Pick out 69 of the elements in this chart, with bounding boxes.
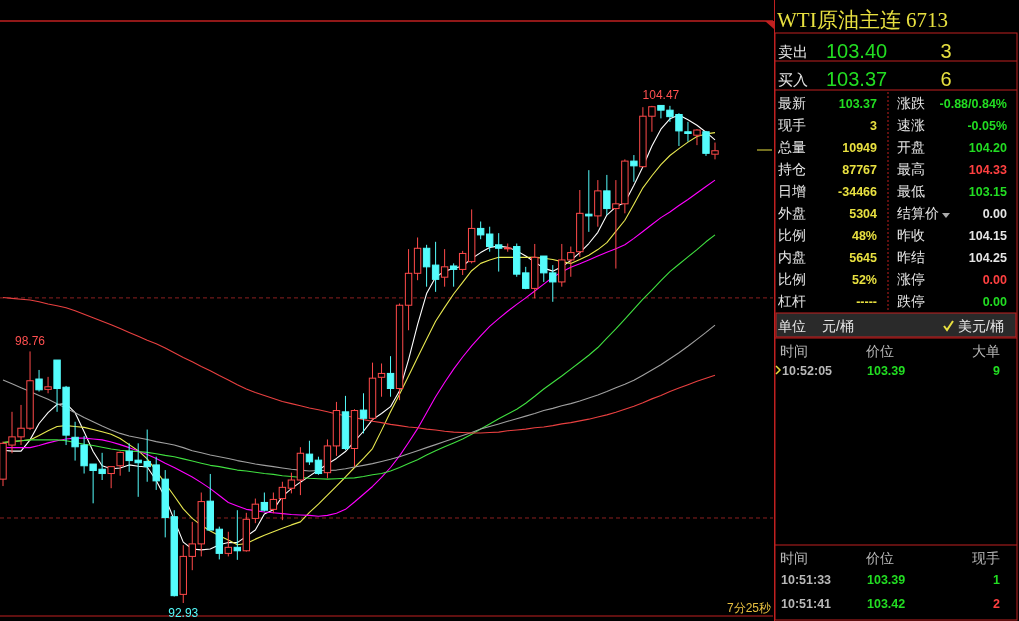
text: 0.00 [982,273,1008,287]
text: 元/桶 [822,318,854,334]
text: 103.40 [826,40,888,62]
text: -34466 [838,185,878,199]
text: 现手 [972,550,1000,566]
text: 103.15 [968,185,1008,199]
text: 104.33 [968,163,1008,177]
text: 87767 [842,163,878,177]
text: 买入 [778,71,808,88]
text: 卖出 [778,43,808,60]
text: 开盘 [897,139,925,155]
text: 总量 [777,139,806,155]
text: 0.00 [982,207,1008,221]
text: 6 [940,68,952,90]
text: -0.05% [967,119,1007,133]
text: 3 [870,119,878,133]
text: 最新 [778,95,806,111]
text: 持仓 [778,161,806,177]
text: 7分25秒 [726,601,771,615]
text: 10949 [842,141,878,155]
text: 103.42 [867,597,906,611]
text: -0.88/0.84% [939,97,1007,111]
text: 美元/桶 [958,318,1004,334]
text: 2 [993,597,1001,611]
text: 内盘 [778,249,806,265]
text: 5645 [849,251,878,265]
text: ----- [856,295,877,309]
text: 104.20 [968,141,1008,155]
text: 1 [993,573,1001,587]
text: 52% [851,273,877,287]
text: 最低 [897,183,925,199]
text: 104.15 [968,229,1008,243]
text: 比例 [778,271,806,287]
text: 103.39 [867,573,906,587]
text: 涨停 [897,271,925,287]
text: 杠杆 [777,293,806,309]
text: 103.37 [826,68,888,90]
text: 最高 [897,161,925,177]
text: 昨结 [897,249,925,265]
text: 10:51:41 [781,597,832,611]
text: 48% [851,229,877,243]
text: 价位 [865,343,894,359]
text: 日增 [778,183,806,199]
annotation: 104.47 [642,88,680,102]
text: 现手 [778,117,806,133]
text: 10:51:33 [781,573,832,587]
text: 单位 [778,318,806,334]
text: 104.25 [968,251,1008,265]
text: 外盘 [778,205,806,221]
text: 结算价 [897,205,939,221]
text: 时间 [780,343,808,359]
text: 跌停 [897,293,925,309]
text: 9 [993,364,1001,378]
text: 价位 [865,550,894,566]
text: 昨收 [897,227,925,243]
text: 时间 [780,550,808,566]
text: 0.00 [982,295,1008,309]
annotation: 92.93 [168,606,199,620]
annotation: 98.76 [15,334,46,349]
text: 5304 [849,207,878,221]
text: 比例 [778,227,806,243]
text: 103.37 [838,97,878,111]
text: 103.39 [867,364,906,378]
text: 3 [940,40,952,62]
text: 10:52:05 [782,364,833,378]
text: 速涨 [897,117,925,133]
text: WTI原油主连 6713 [777,8,948,32]
text: 大单 [972,343,1000,359]
text: 涨跌 [897,95,925,111]
